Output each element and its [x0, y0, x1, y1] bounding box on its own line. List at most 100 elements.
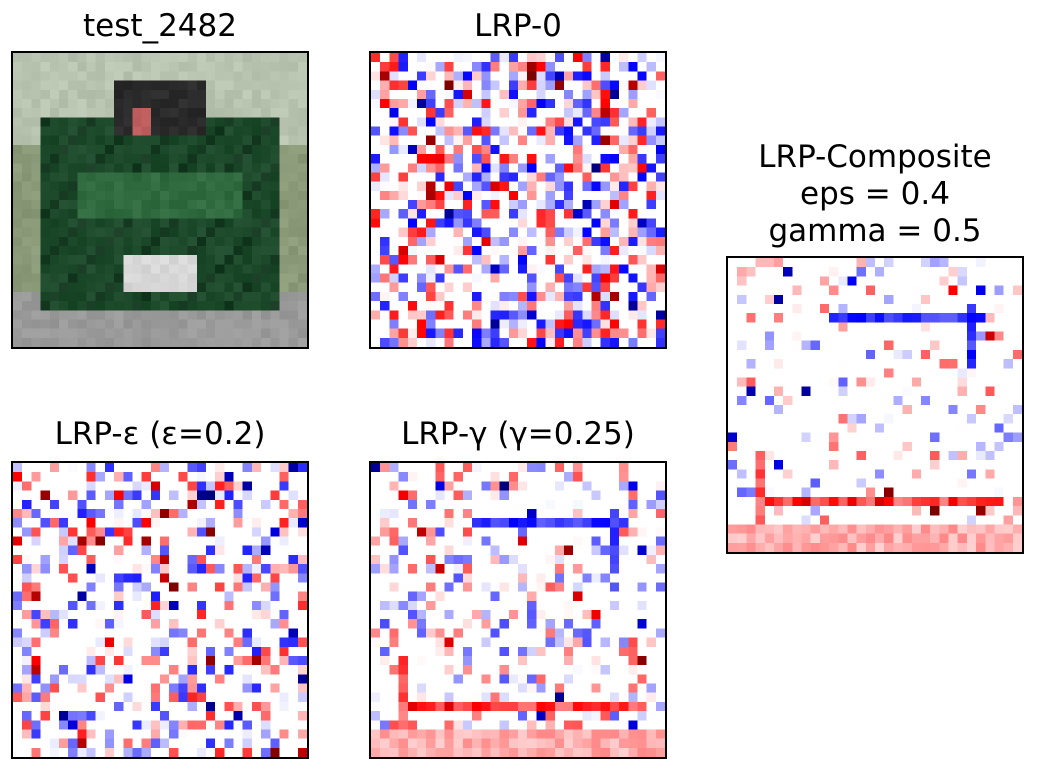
- lrp_gamma-cell: [371, 573, 381, 583]
- input-pixel: [77, 53, 87, 63]
- composite-cell: [893, 267, 903, 277]
- lrp_eps-cell: [13, 527, 23, 537]
- input-pixel: [187, 291, 197, 302]
- lrp_gamma-cell: [600, 463, 611, 473]
- input-pixel: [242, 108, 253, 118]
- input-pixel: [261, 181, 271, 191]
- composite-cell: [829, 331, 839, 341]
- composite-cell: [728, 460, 738, 470]
- lrp0-cell: [609, 328, 620, 338]
- composite-cell: [819, 294, 830, 305]
- lrp_eps-cell: [233, 545, 243, 556]
- lrp0-cell: [563, 135, 574, 146]
- composite-cell: [737, 405, 747, 415]
- lrp0-cell: [655, 209, 665, 219]
- lrp_eps-cell: [270, 637, 280, 647]
- composite-cell: [976, 496, 986, 507]
- lrp_eps-cell: [123, 646, 133, 657]
- lrp_eps-cell: [104, 564, 115, 574]
- composite-cell: [884, 313, 894, 323]
- lrp_eps-cell: [86, 472, 96, 482]
- lrp_eps-cell: [251, 701, 262, 712]
- composite-cell: [755, 414, 765, 424]
- lrp_gamma-cell: [563, 545, 574, 556]
- lrp0-cell: [619, 98, 629, 109]
- lrp_eps-cell: [40, 637, 50, 647]
- lrp_eps-cell: [160, 674, 170, 684]
- lrp0-cell: [628, 62, 638, 72]
- lrp_eps-cell: [104, 738, 115, 748]
- lrp0-cell: [582, 144, 592, 155]
- lrp0-cell: [637, 218, 647, 228]
- lrp0-cell: [655, 319, 665, 329]
- lrp_eps-cell: [187, 747, 197, 757]
- input-pixel: [13, 273, 23, 283]
- lrp_eps-cell: [58, 683, 69, 693]
- lrp_eps-cell: [288, 536, 298, 546]
- lrp0-cell: [609, 135, 620, 146]
- composite-cell: [746, 303, 756, 314]
- lrp_gamma-cell: [426, 573, 436, 583]
- lrp_eps-cell: [205, 582, 216, 592]
- input-pixel: [205, 117, 216, 127]
- lrp_gamma-cell: [380, 472, 390, 482]
- lrp_eps-cell: [251, 655, 262, 666]
- lrp_gamma-cell: [481, 655, 491, 666]
- lrp0-cell: [619, 337, 629, 347]
- lrp0-cell: [619, 245, 629, 256]
- lrp_gamma-cell: [499, 711, 509, 721]
- input-pixel: [233, 282, 243, 293]
- composite-cell: [911, 386, 922, 396]
- input-pixel: [68, 245, 78, 256]
- lrp0-cell: [563, 53, 574, 63]
- composite-cell: [939, 322, 949, 332]
- composite-cell: [829, 496, 839, 507]
- composite-cell: [957, 487, 968, 498]
- input-pixel: [86, 200, 96, 210]
- lrp_eps-cell: [40, 674, 50, 684]
- input-pixel: [123, 80, 133, 90]
- input-pixel: [77, 181, 87, 191]
- input-pixel: [261, 301, 271, 311]
- composite-cell: [985, 450, 995, 461]
- composite-cell: [764, 432, 775, 442]
- composite-cell: [966, 432, 977, 442]
- lrp_gamma-cell: [490, 472, 500, 482]
- lrp_gamma-cell: [462, 573, 473, 583]
- lrp_eps-cell: [40, 472, 50, 482]
- lrp_gamma-cell: [389, 481, 399, 491]
- lrp_eps-cell: [224, 720, 234, 730]
- lrp0-cell: [646, 53, 656, 63]
- lrp0-cell: [380, 163, 390, 173]
- lrp_gamma-cell: [499, 490, 509, 500]
- lrp_eps-cell: [86, 591, 96, 601]
- lrp_eps-cell: [49, 711, 60, 721]
- lrp0-cell: [545, 236, 555, 247]
- lrp_gamma-cell: [398, 683, 408, 693]
- lrp_gamma-cell: [591, 518, 601, 528]
- lrp0-cell: [472, 301, 482, 311]
- composite-cell: [994, 414, 1004, 424]
- lrp0-cell: [591, 135, 601, 146]
- lrp_gamma-cell: [508, 508, 519, 519]
- lrp_eps-cell: [205, 545, 216, 556]
- composite-cell: [911, 469, 922, 479]
- input-pixel: [123, 62, 133, 72]
- lrp_eps-cell: [95, 747, 106, 757]
- lrp0-cell: [416, 245, 427, 256]
- composite-cell: [875, 322, 885, 332]
- lrp_gamma-cell: [527, 481, 537, 491]
- composite-cell: [985, 533, 995, 543]
- lrp_eps-cell: [114, 536, 124, 546]
- lrp0-cell: [609, 62, 620, 72]
- lrp0-cell: [416, 190, 427, 201]
- lrp_gamma-cell: [527, 508, 537, 519]
- lrp_gamma-cell: [582, 701, 592, 712]
- composite-cell: [1012, 460, 1022, 470]
- lrp_gamma-cell: [435, 472, 445, 482]
- lrp0-cell: [389, 310, 399, 320]
- lrp_eps-cell: [114, 692, 124, 703]
- lrp_eps-cell: [242, 646, 253, 657]
- composite-cell: [783, 450, 793, 461]
- lrp_eps-cell: [58, 738, 69, 748]
